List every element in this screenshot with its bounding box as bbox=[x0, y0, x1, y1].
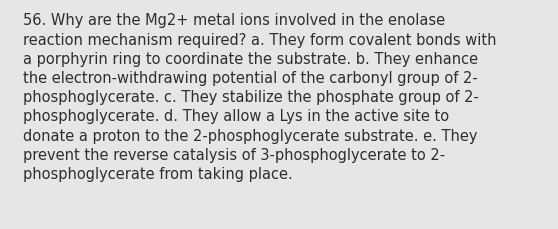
Text: 56. Why are the Mg2+ metal ions involved in the enolase
reaction mechanism requi: 56. Why are the Mg2+ metal ions involved… bbox=[23, 13, 497, 181]
